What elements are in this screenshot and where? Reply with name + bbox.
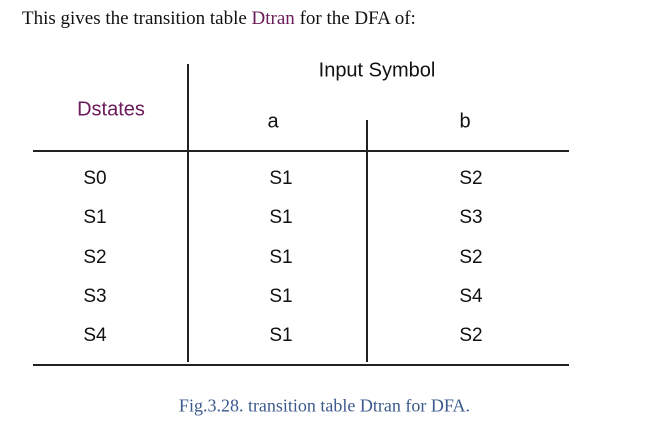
table-cell-b: S4: [459, 286, 483, 307]
dstates-header: Dstates: [77, 98, 145, 121]
intro-sentence: This gives the transition table Dtran fo…: [22, 8, 416, 30]
table-cell-b: S2: [459, 168, 483, 189]
table-cell-b: S2: [459, 325, 483, 346]
table-cell-a: S1: [269, 207, 293, 228]
table-divider-header: [33, 150, 569, 152]
figure-caption: Fig.3.28. transition table Dtran for DFA…: [178, 395, 471, 416]
table-cell-state: S4: [83, 325, 107, 346]
input-symbol-header: Input Symbol: [318, 59, 436, 82]
table-cell-state: S0: [83, 168, 107, 189]
table-cell-b: S3: [459, 207, 483, 228]
table-cell-a: S1: [269, 325, 293, 346]
table-divider-vertical-right: [366, 120, 368, 362]
table-divider-bottom: [33, 364, 569, 366]
table-cell-a: S1: [269, 247, 293, 268]
intro-term-dtran: Dtran: [251, 8, 295, 29]
table-cell-state: S1: [83, 207, 107, 228]
table-cell-state: S3: [83, 286, 107, 307]
intro-text-before: This gives the transition table: [22, 8, 252, 29]
symbol-b-header: b: [459, 110, 471, 133]
symbol-a-header: a: [267, 110, 279, 133]
table-cell-state: S2: [83, 247, 107, 268]
table-cell-a: S1: [269, 286, 293, 307]
table-cell-a: S1: [269, 168, 293, 189]
table-cell-b: S2: [459, 247, 483, 268]
intro-text-after: for the DFA of:: [294, 8, 416, 29]
table-divider-vertical-left: [187, 64, 189, 362]
